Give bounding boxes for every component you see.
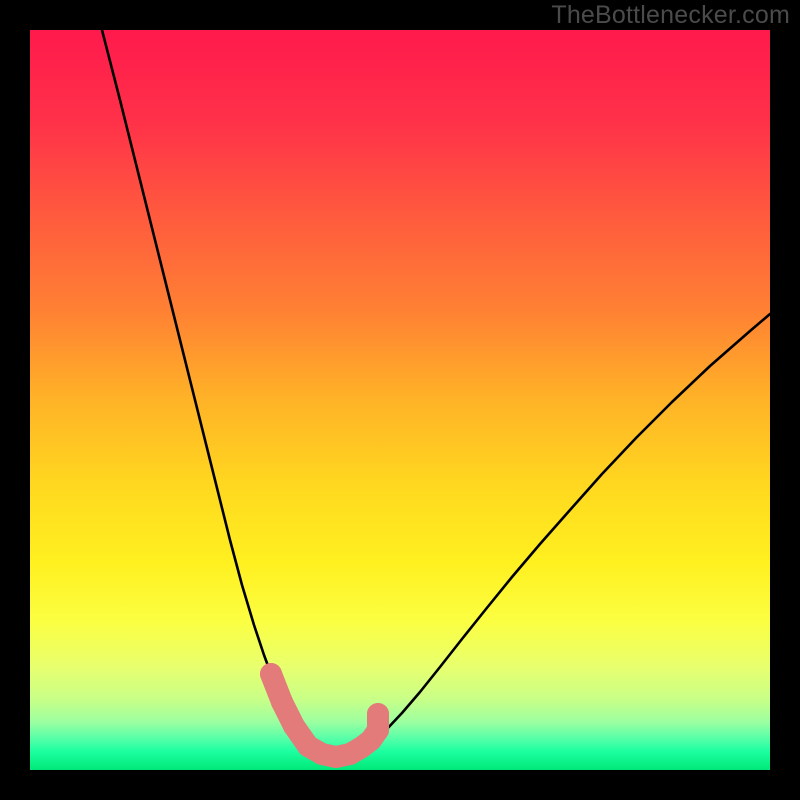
watermark-text: TheBottlenecker.com [551,1,790,30]
frame-border [0,0,30,800]
plot-area [30,30,770,770]
frame-border [770,0,800,800]
chart-svg [30,30,770,770]
marker-dot [367,703,389,725]
frame-border [0,770,800,800]
marker-dot [271,691,293,713]
marker-dot [283,715,305,737]
bottleneck-curve [102,30,770,757]
marker-dot [260,663,282,685]
